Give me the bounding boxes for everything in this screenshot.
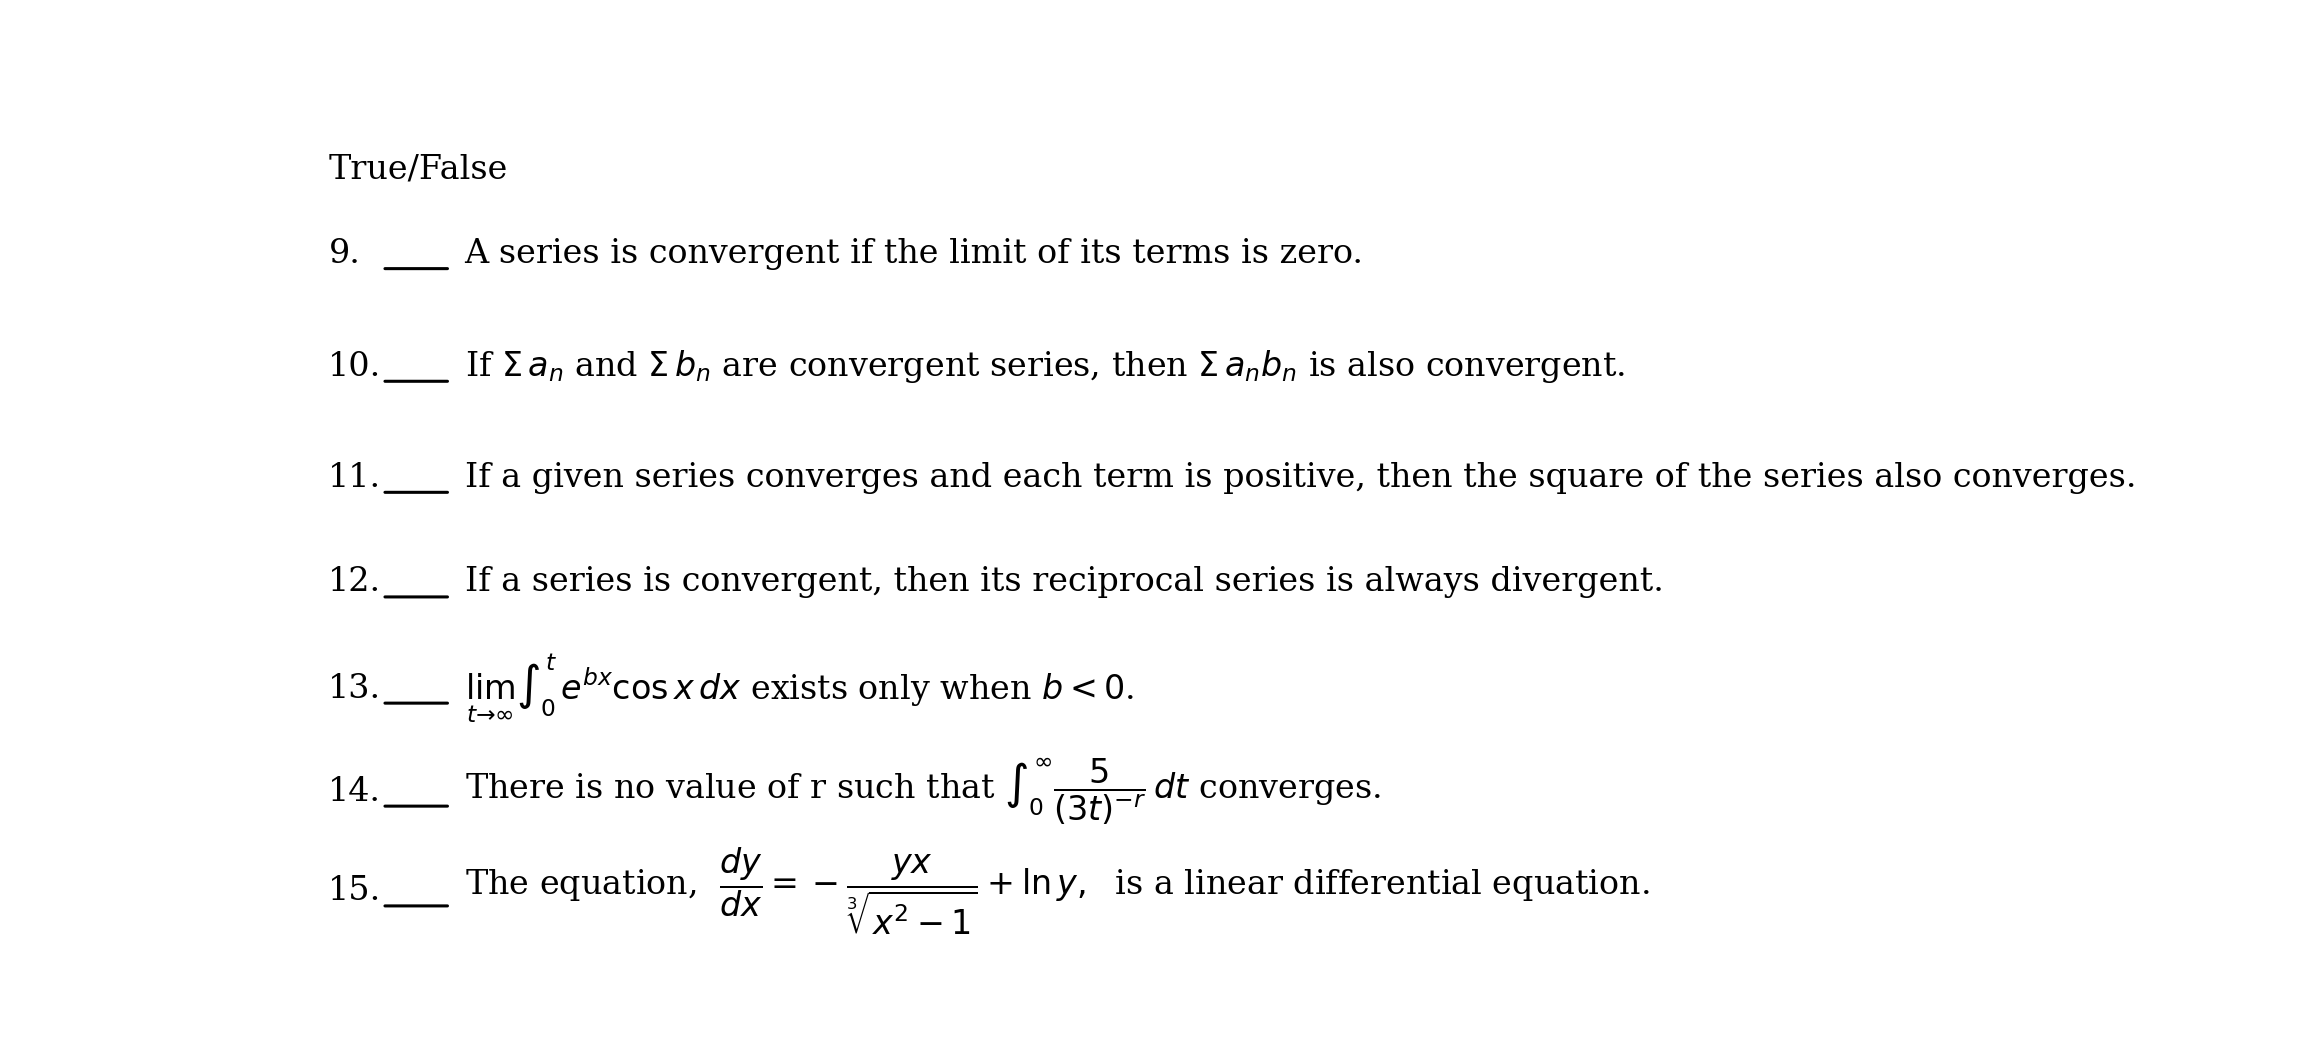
Text: 13.: 13.: [328, 673, 381, 704]
Text: If $\Sigma\, a_n$ and $\Sigma\, b_n$ are convergent series, then $\Sigma\, a_n b: If $\Sigma\, a_n$ and $\Sigma\, b_n$ are…: [465, 348, 1625, 386]
Text: 12.: 12.: [328, 566, 381, 599]
Text: $\lim_{t\to\infty} \int_0^t e^{bx} \cos x\, dx$ exists only when $b < 0$.: $\lim_{t\to\infty} \int_0^t e^{bx} \cos …: [465, 652, 1133, 725]
Text: 9.: 9.: [328, 238, 361, 271]
Text: True/False: True/False: [328, 154, 509, 186]
Text: The equation,  $\dfrac{dy}{dx} = -\dfrac{yx}{\sqrt[3]{x^2-1}} + \ln y,$  is a li: The equation, $\dfrac{dy}{dx} = -\dfrac{…: [465, 845, 1648, 937]
Text: If a given series converges and each term is positive, then the square of the se: If a given series converges and each ter…: [465, 462, 2136, 494]
Text: 15.: 15.: [328, 876, 381, 907]
Text: 14.: 14.: [328, 775, 381, 808]
Text: A series is convergent if the limit of its terms is zero.: A series is convergent if the limit of i…: [465, 238, 1364, 271]
Text: If a series is convergent, then its reciprocal series is always divergent.: If a series is convergent, then its reci…: [465, 566, 1662, 599]
Text: 11.: 11.: [328, 462, 381, 494]
Text: There is no value of r such that $\int_0^{\infty} \dfrac{5}{(3t)^{-r}}\, dt$ con: There is no value of r such that $\int_0…: [465, 757, 1380, 827]
Text: 10.: 10.: [328, 351, 381, 382]
